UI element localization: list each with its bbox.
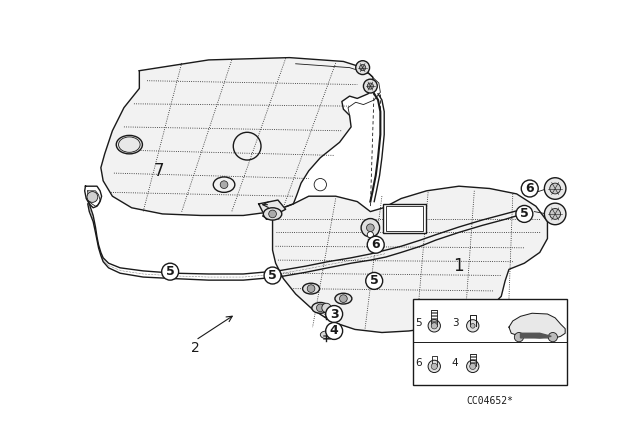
- Ellipse shape: [303, 283, 319, 294]
- Text: 5: 5: [268, 269, 277, 282]
- Text: 3: 3: [452, 318, 458, 328]
- Circle shape: [367, 83, 373, 89]
- Circle shape: [361, 219, 380, 237]
- Circle shape: [326, 306, 342, 323]
- Ellipse shape: [320, 331, 333, 339]
- Polygon shape: [520, 333, 551, 338]
- Circle shape: [356, 60, 369, 74]
- Circle shape: [220, 181, 228, 189]
- Circle shape: [428, 320, 440, 332]
- Circle shape: [548, 332, 557, 342]
- Circle shape: [431, 363, 437, 370]
- Circle shape: [269, 210, 276, 218]
- Circle shape: [467, 360, 479, 373]
- Circle shape: [545, 203, 566, 225]
- Circle shape: [316, 304, 324, 312]
- Ellipse shape: [263, 208, 282, 220]
- Text: 5: 5: [415, 318, 422, 328]
- Text: 6: 6: [525, 182, 534, 195]
- Text: 4: 4: [330, 324, 339, 337]
- Circle shape: [326, 323, 342, 340]
- Text: 5: 5: [520, 207, 529, 220]
- Circle shape: [322, 303, 331, 313]
- Polygon shape: [259, 200, 285, 220]
- Bar: [386, 206, 424, 231]
- Circle shape: [550, 208, 561, 220]
- Circle shape: [365, 272, 383, 289]
- Polygon shape: [273, 186, 547, 332]
- Text: 6: 6: [415, 358, 422, 368]
- Circle shape: [545, 178, 566, 199]
- Circle shape: [367, 224, 374, 232]
- Circle shape: [307, 285, 315, 293]
- Circle shape: [364, 79, 378, 93]
- Polygon shape: [509, 313, 565, 338]
- Text: 5: 5: [166, 265, 175, 278]
- Circle shape: [515, 332, 524, 342]
- Circle shape: [428, 360, 440, 373]
- Circle shape: [470, 323, 475, 328]
- Text: 1: 1: [454, 257, 464, 275]
- Text: 3: 3: [330, 307, 339, 320]
- Text: 4: 4: [452, 358, 458, 368]
- Ellipse shape: [335, 293, 352, 304]
- Circle shape: [340, 295, 348, 302]
- Circle shape: [431, 323, 437, 329]
- Ellipse shape: [116, 135, 143, 154]
- Circle shape: [550, 183, 561, 194]
- Text: 6: 6: [371, 238, 380, 251]
- Polygon shape: [101, 58, 374, 215]
- Text: 2: 2: [191, 341, 200, 355]
- Circle shape: [360, 65, 365, 71]
- Ellipse shape: [312, 302, 329, 313]
- Circle shape: [470, 363, 476, 370]
- Bar: [383, 204, 426, 233]
- Text: 5: 5: [370, 275, 379, 288]
- Circle shape: [516, 206, 533, 222]
- Circle shape: [467, 320, 479, 332]
- Bar: [413, 299, 566, 385]
- Circle shape: [162, 263, 179, 280]
- Text: CC04652*: CC04652*: [466, 396, 513, 405]
- Circle shape: [367, 232, 373, 238]
- Text: 7: 7: [154, 162, 164, 180]
- Circle shape: [264, 267, 281, 284]
- Circle shape: [521, 180, 538, 197]
- Circle shape: [87, 192, 98, 202]
- Circle shape: [367, 236, 384, 253]
